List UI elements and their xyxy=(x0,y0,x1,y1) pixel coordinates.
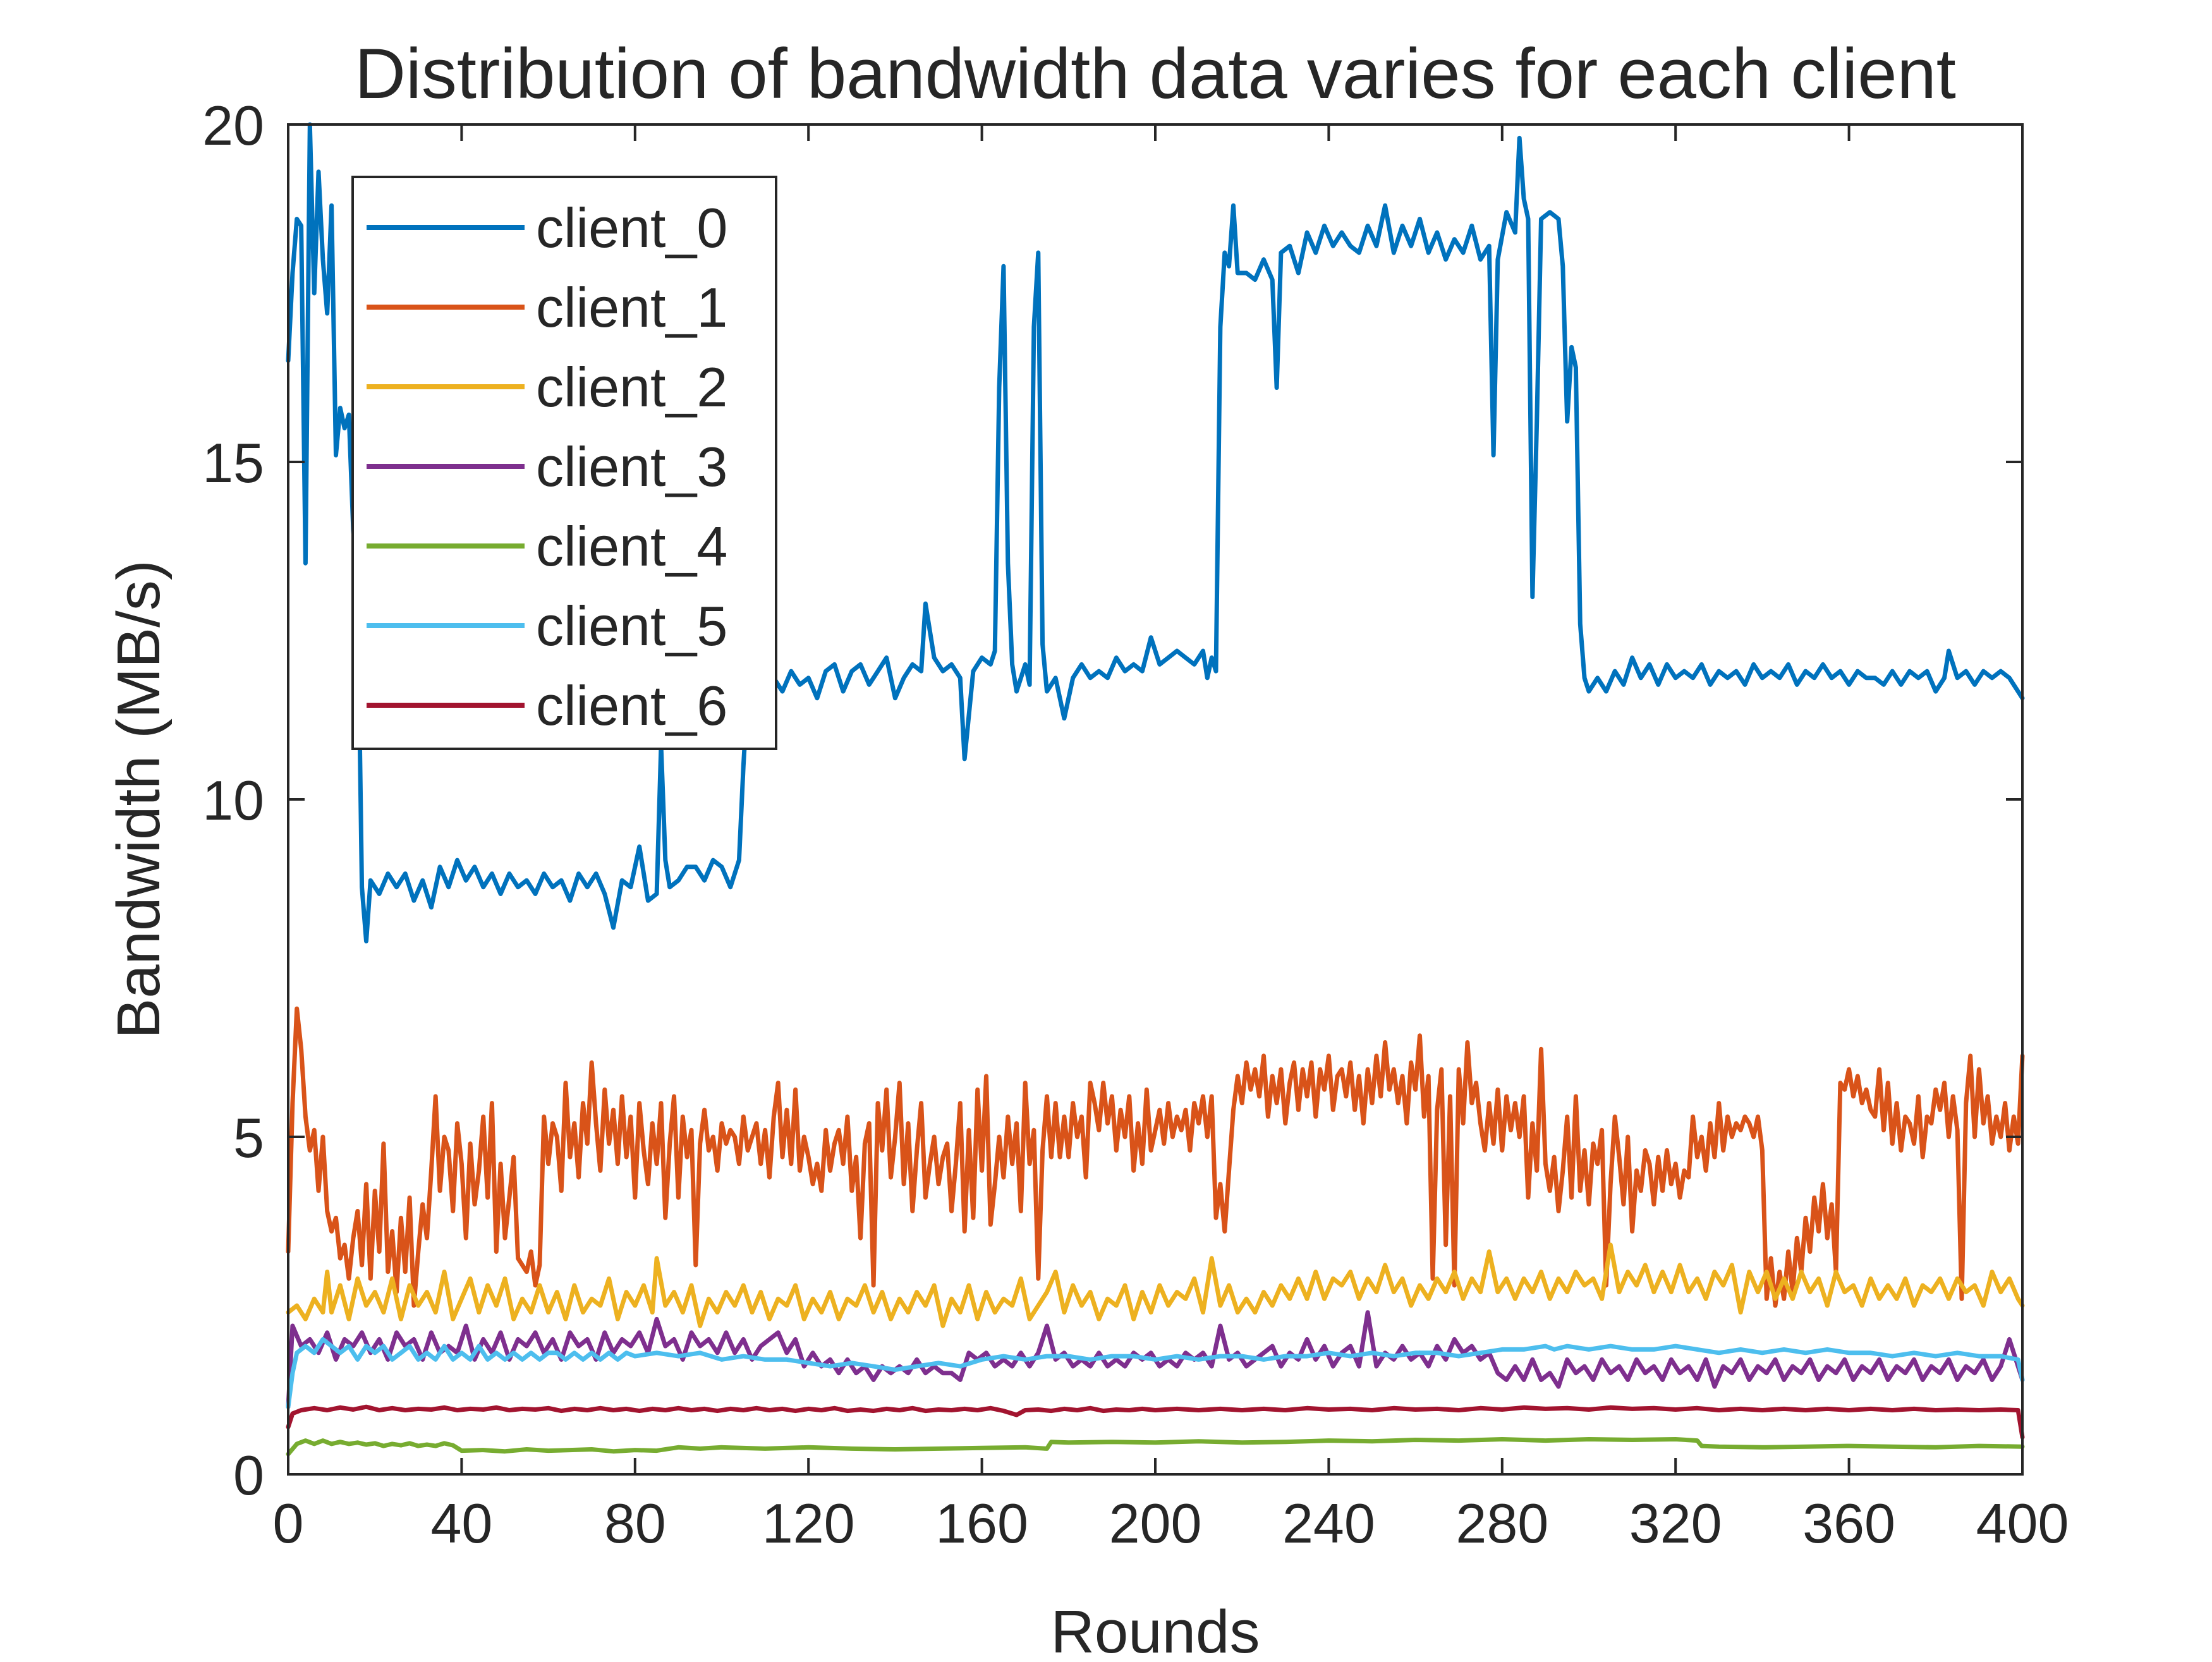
legend-label-client_1: client_1 xyxy=(536,276,727,339)
series-line-client_2 xyxy=(286,1242,2025,1328)
x-tick-label: 40 xyxy=(430,1492,492,1555)
x-tick-label: 0 xyxy=(273,1492,304,1555)
series-line-client_0 xyxy=(286,122,2025,943)
x-tick-label: 160 xyxy=(935,1492,1028,1555)
x-tick-label: 80 xyxy=(604,1492,666,1555)
legend-label-client_2: client_2 xyxy=(536,356,727,418)
legend-label-client_0: client_0 xyxy=(536,197,727,259)
series-line-client_6 xyxy=(286,1404,2025,1440)
ticks-layer: 0 40 80 120 160 200 240 280 320 360 400 0 5 10 15 20 xyxy=(202,94,2069,1555)
series-layer xyxy=(286,122,2025,1457)
x-tick-label: 240 xyxy=(1282,1492,1375,1555)
y-tick-label: 20 xyxy=(202,94,264,157)
x-tick-label: 280 xyxy=(1455,1492,1548,1555)
x-tick-label: 320 xyxy=(1629,1492,1722,1555)
y-tick-label: 15 xyxy=(202,432,264,494)
legend: client_0 client_1 client_2 client_3 client_4… xyxy=(351,176,777,750)
y-tick-label: 5 xyxy=(233,1107,264,1169)
axes-box xyxy=(287,123,2024,1476)
legend-label-client_4: client_4 xyxy=(536,515,727,578)
legend-label-client_6: client_6 xyxy=(536,674,727,737)
y-axis-label: Bandwidth (MB/s) xyxy=(105,560,173,1039)
y-tick-label: 10 xyxy=(202,769,264,832)
series-line-client_5 xyxy=(286,1337,2025,1409)
legend-label-client_3: client_3 xyxy=(536,435,727,498)
legend-label-client_5: client_5 xyxy=(536,595,727,657)
x-tick-label: 120 xyxy=(762,1492,855,1555)
legend-box xyxy=(351,176,777,750)
series-line-client_4 xyxy=(286,1437,2025,1457)
x-tick-label: 360 xyxy=(1802,1492,1895,1555)
x-axis-label: Rounds xyxy=(1051,1598,1260,1659)
x-tick-label: 200 xyxy=(1109,1492,1202,1555)
chart-title: Distribution of bandwidth data varies fo… xyxy=(355,34,1956,113)
x-tick-label: 400 xyxy=(1976,1492,2069,1555)
legend-entries: client_0 client_1 client_2 client_3 client_4… xyxy=(367,197,727,737)
y-tick-label: 0 xyxy=(233,1444,264,1507)
series-line-client_1 xyxy=(286,1006,2025,1308)
